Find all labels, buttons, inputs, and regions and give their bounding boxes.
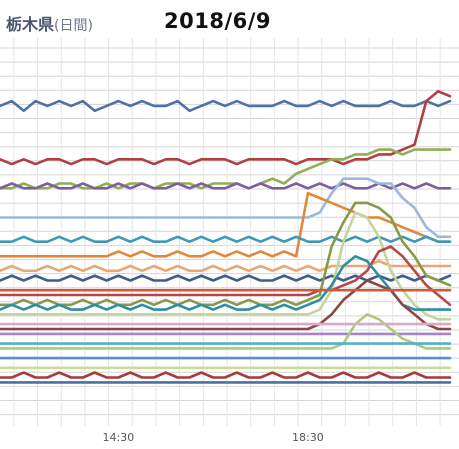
- chart-series: [0, 89, 452, 384]
- x-tick-label-1: 18:30: [292, 431, 324, 444]
- line-chart: 14:30 18:30: [0, 38, 459, 444]
- x-axis-ticks: 14:30 18:30: [103, 431, 324, 444]
- series-line-13: [0, 279, 452, 331]
- series-line-0: [0, 99, 452, 113]
- region-name: 栃木県: [6, 15, 55, 34]
- series-line-9: [0, 201, 452, 307]
- series-line-12: [0, 255, 452, 311]
- series-line-11: [0, 245, 452, 307]
- x-tick-label-0: 14:30: [103, 431, 135, 444]
- series-line-15: [0, 313, 452, 350]
- series-line-1: [0, 89, 452, 166]
- series-line-21: [0, 371, 452, 379]
- chart-date: 2018/6/9: [164, 9, 272, 33]
- period-label: (日間): [54, 18, 93, 34]
- series-line-4: [0, 177, 452, 239]
- chart-header: 栃木県(日間) 2018/6/9: [0, 0, 459, 40]
- series-line-10: [0, 211, 452, 321]
- series-line-2: [0, 148, 452, 190]
- region-title: 栃木県(日間): [6, 11, 93, 35]
- series-line-3: [0, 182, 452, 190]
- series-line-7: [0, 259, 452, 273]
- series-line-8: [0, 274, 452, 282]
- series-line-5: [0, 191, 452, 258]
- series-line-6: [0, 235, 452, 243]
